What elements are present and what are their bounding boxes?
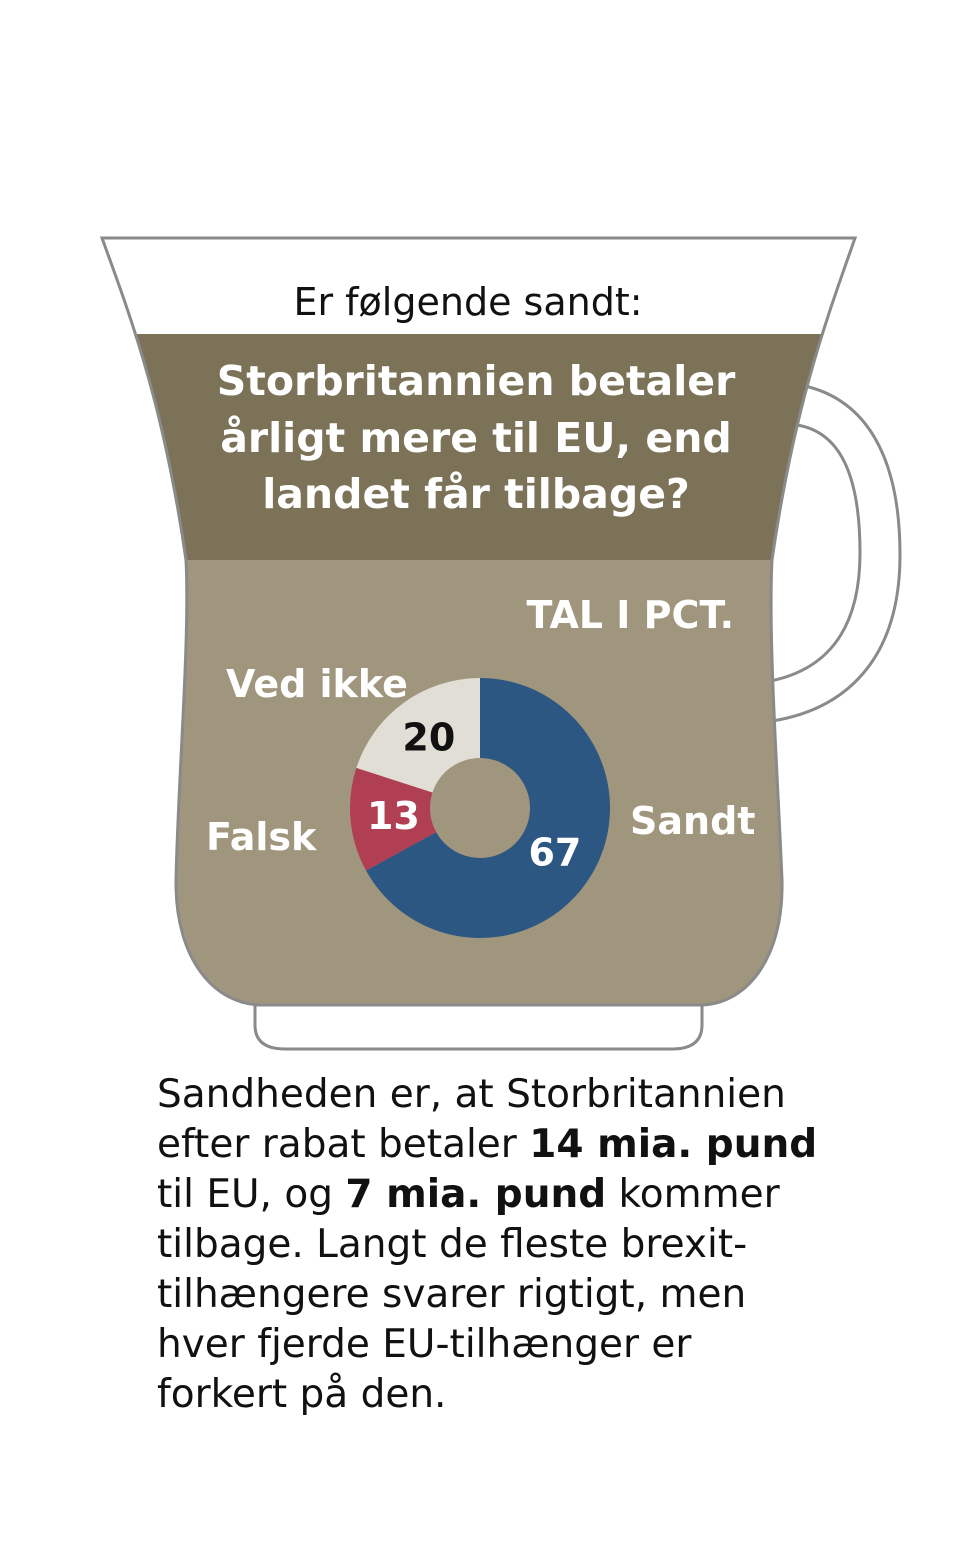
donut-slice-sandt xyxy=(366,678,611,938)
question-line-2: årligt mere til EU, end xyxy=(220,414,732,462)
footer-segment: tilhængere svarer rigtigt, men xyxy=(157,1272,747,1317)
intro-text: Er følgende sandt: xyxy=(293,280,642,324)
donut-chart: 67 13 20 xyxy=(350,678,611,938)
cup-fill xyxy=(102,560,855,1005)
question-band xyxy=(102,334,855,560)
question-line-3: landet får tilbage? xyxy=(262,470,690,518)
footer-text: Sandheden er, at Storbritannien efter rab… xyxy=(157,1070,837,1420)
footer-segment: kommer xyxy=(606,1172,780,1217)
category-label-sandt: Sandt xyxy=(630,799,755,843)
value-label-falsk: 13 xyxy=(367,794,420,838)
value-label-sandt: 67 xyxy=(528,830,581,874)
cup-base xyxy=(253,1000,704,1051)
footer-segment: forkert på den. xyxy=(157,1372,447,1417)
cup-outline xyxy=(99,236,858,1007)
question-line-1: Storbritannien betaler xyxy=(217,357,736,405)
cup-top-white xyxy=(102,238,855,334)
footer-segment: til EU, og xyxy=(157,1172,346,1217)
footer-segment: Sandheden er, at Storbritannien xyxy=(157,1072,786,1117)
cup-handle-inner xyxy=(764,423,862,684)
cup-handle-outer xyxy=(764,384,902,724)
donut-slice-falsk xyxy=(350,767,437,871)
unit-label: TAL I PCT. xyxy=(526,593,734,637)
category-label-ved-ikke: Ved ikke xyxy=(226,662,408,706)
donut-slice-ved-ikke xyxy=(356,678,480,793)
footer-emphasis: 14 mia. pund xyxy=(529,1122,818,1167)
footer-segment: hver fjerde EU-tilhænger er xyxy=(157,1322,692,1367)
footer-emphasis: 7 mia. pund xyxy=(345,1172,607,1217)
value-label-ved-ikke: 20 xyxy=(402,716,455,760)
footer-segment: tilbage. Langt de fleste brexit- xyxy=(157,1222,748,1267)
footer-segment: efter rabat betaler xyxy=(157,1122,530,1167)
category-label-falsk: Falsk xyxy=(206,815,317,859)
